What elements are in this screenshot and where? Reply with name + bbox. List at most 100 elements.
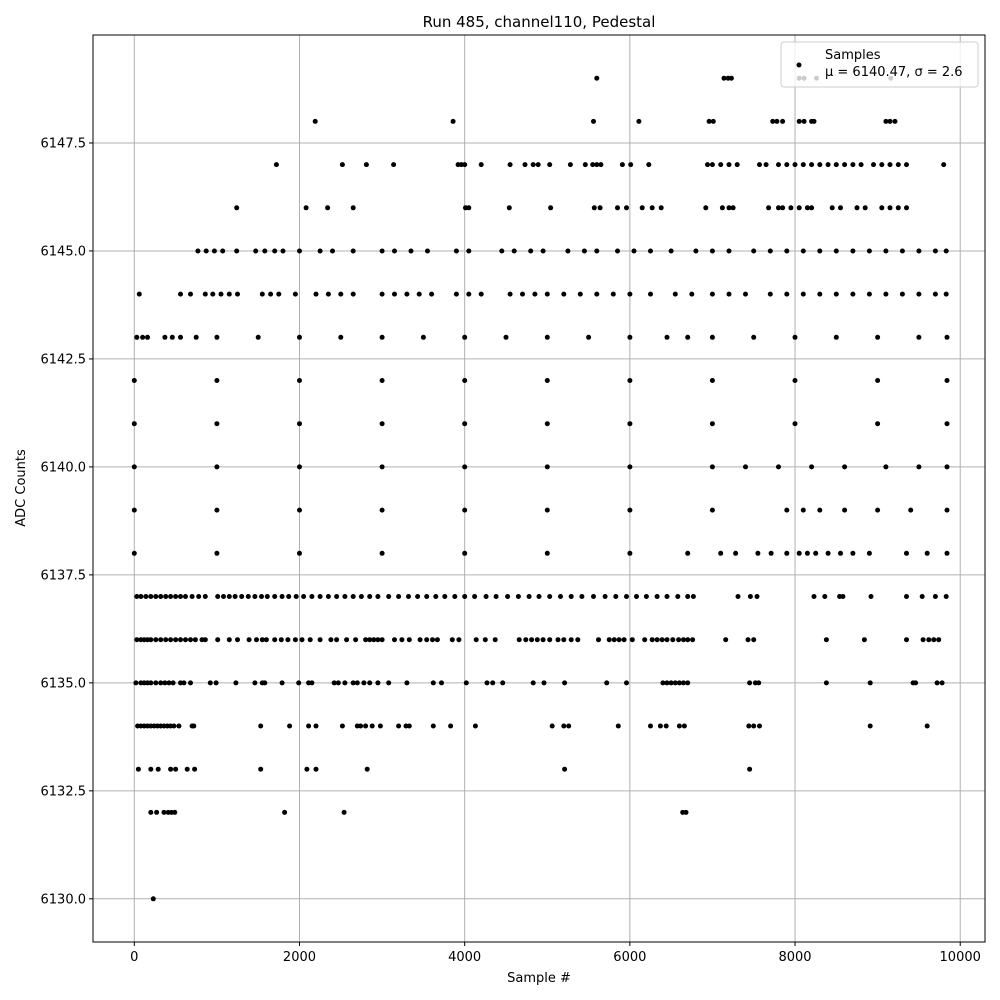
data-point [415,594,421,599]
data-point [676,637,682,643]
data-point [331,680,337,686]
data-point [544,507,550,513]
data-point [664,594,670,599]
data-point [747,594,753,599]
data-point [861,637,867,643]
data-point [774,118,780,124]
data-point [555,637,561,643]
data-point [631,248,637,254]
data-point [710,118,716,124]
data-point [313,723,319,729]
data-point [235,291,240,297]
data-point [472,723,478,729]
data-point [668,248,674,254]
data-point [163,594,169,599]
data-point [379,507,385,513]
data-point [279,680,285,686]
data-point [213,680,219,686]
data-point [439,680,444,686]
data-point [627,507,633,513]
data-point [548,205,554,211]
data-point [649,637,655,643]
data-point [615,205,620,211]
data-point [396,594,402,599]
x-axis-label: Sample # [507,971,571,986]
data-point [183,594,188,599]
data-point [611,637,617,643]
data-point [943,291,949,297]
data-point [169,334,175,340]
data-point [379,378,385,383]
data-point [196,594,202,599]
data-point [377,723,383,729]
data-point [685,637,691,643]
data-point [150,896,156,902]
data-point [926,637,932,643]
data-point [503,334,509,340]
data-point [685,334,691,340]
data-point [472,594,478,599]
data-point [155,766,161,772]
data-point [825,550,831,556]
data-point [833,248,839,254]
data-point [681,637,686,643]
data-point [936,637,942,643]
data-point [887,205,893,211]
x-axis-ticks: 0 2000 4000 6000 8000 10000 [130,942,981,965]
data-point [904,594,909,599]
data-point [306,723,312,729]
data-point [358,723,364,729]
data-point [875,334,881,340]
data-point [709,378,715,383]
data-point [944,421,950,427]
data-point [895,162,901,168]
data-point [709,464,715,470]
data-point [425,248,430,254]
data-point [350,291,356,297]
data-point [172,809,178,815]
data-point [262,680,268,686]
data-point [540,637,546,643]
data-point [767,291,773,297]
data-point [136,291,142,297]
data-point [895,205,901,211]
data-point [751,248,757,254]
data-point [138,594,144,599]
data-point [594,248,600,254]
data-point [462,334,468,340]
y-tick-label: 6140.0 [41,460,87,475]
data-point [636,118,642,124]
data-point [173,766,179,772]
data-point [904,637,909,643]
data-point [544,421,550,427]
data-point [424,594,430,599]
data-point [879,205,885,211]
data-point [780,118,786,124]
data-point [168,766,174,772]
data-point [452,594,458,599]
data-point [253,248,259,254]
data-point [375,680,381,686]
data-point [386,680,392,686]
data-point [939,680,945,686]
data-point [604,680,610,686]
data-point [703,205,709,211]
data-point [134,594,140,599]
plot-frame [92,34,986,943]
data-point [178,334,183,340]
data-point [627,378,633,383]
data-point [615,723,621,729]
data-point [325,291,331,297]
data-point [755,550,761,556]
data-point [162,680,168,686]
data-point [941,162,947,168]
data-point [899,291,905,297]
data-point [540,248,546,254]
data-point [916,291,922,297]
y-tick-label: 6147.5 [41,136,87,151]
data-point [406,594,411,599]
data-point [920,637,926,643]
data-point [317,594,323,599]
data-point [594,291,600,297]
data-point [575,637,581,643]
